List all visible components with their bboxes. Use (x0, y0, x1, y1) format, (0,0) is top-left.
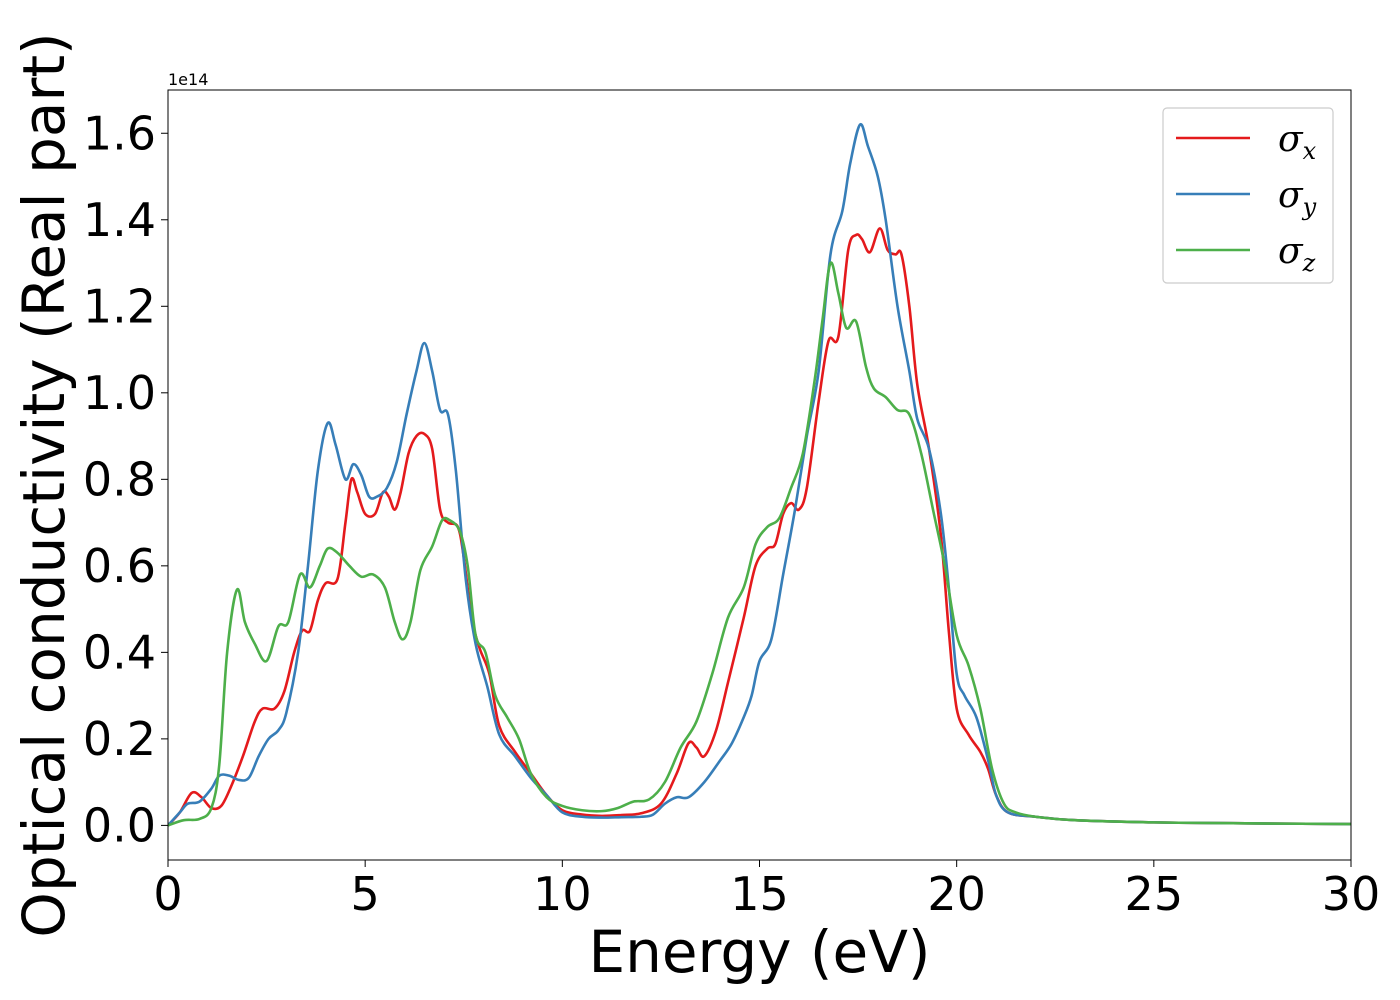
series-line-x (168, 227, 1351, 827)
x-tick-label: 0 (153, 867, 182, 921)
x-tick-label: 15 (730, 867, 789, 921)
series-layer (168, 123, 1351, 827)
y-tick-label: 1.6 (83, 106, 156, 160)
series-line-y (168, 123, 1351, 827)
y-axis-offset-text: 1e14 (168, 70, 208, 89)
legend-box (1162, 107, 1334, 284)
series-line-z (168, 261, 1351, 827)
legend: σx σy σz (1162, 107, 1334, 284)
x-tick-label: 30 (1322, 867, 1381, 921)
legend-label-y: σy (1278, 175, 1317, 221)
y-tick-label: 0.6 (83, 539, 156, 593)
x-tick-label: 5 (351, 867, 380, 921)
y-tick-label: 0.2 (83, 712, 156, 766)
x-axis-label: Energy (eV) (588, 918, 930, 986)
legend-items: σx σy σz (1176, 119, 1317, 277)
y-tick-label: 1.0 (83, 366, 156, 420)
x-tick-label: 10 (533, 867, 592, 921)
x-axis-ticks: 0 5 10 15 20 25 30 (153, 860, 1380, 921)
y-tick-label: 0.8 (83, 452, 156, 506)
x-tick-label: 25 (1125, 867, 1184, 921)
legend-label-z: σz (1278, 231, 1316, 277)
x-tick-label: 20 (927, 867, 986, 921)
y-tick-label: 1.2 (83, 279, 156, 333)
y-axis-ticks: 0.0 0.2 0.4 0.6 0.8 1.0 1.2 1.4 1.6 (83, 106, 168, 852)
y-tick-label: 0.4 (83, 625, 156, 679)
y-axis-label: Optical conductivity (Real part) (10, 32, 78, 937)
y-tick-label: 1.4 (83, 193, 156, 247)
legend-label-x: σx (1278, 119, 1317, 165)
y-tick-label: 0.0 (83, 798, 156, 852)
